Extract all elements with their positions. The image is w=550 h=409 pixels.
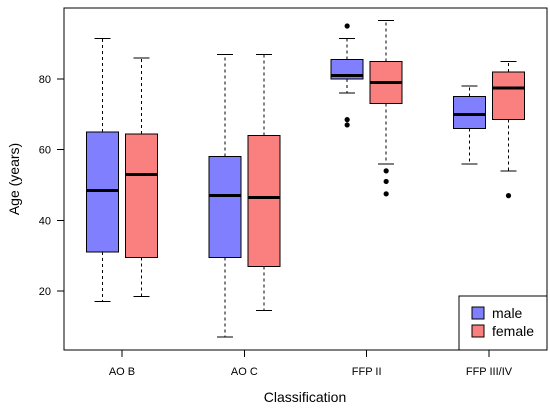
x-tick-label-ao-c: AO C [231,366,258,378]
box-ao-c-female [247,135,281,267]
y-tick-label: 80 [39,74,51,86]
box-ffp-iii-iv-female [492,71,525,121]
box-group [86,20,525,338]
x-tick-label-ao-b: AO B [109,366,135,378]
box-plot-ffp-ii-female [369,20,403,197]
box-plot-ffp-iii-iv-female [492,60,525,199]
legend-label-male: male [492,305,523,321]
x-axis-title: Classification [264,389,346,405]
x-tick-label-ffp-iii-iv: FFP III/IV [466,366,513,378]
box-plot-ffp-ii-male [330,23,364,128]
box-plot-ffp-iii-iv-male [453,85,486,165]
outlier-point-ffp-iii-iv-female [505,193,512,199]
outlier-point-ffp-ii-male [344,23,350,29]
y-axis: 20 40 60 80 [39,74,64,298]
box-plot-ao-b-male [86,37,119,303]
box-ao-b-female [125,133,158,258]
x-tick-label-ffp-ii: FFP II [352,366,382,378]
x-axis: AO B AO C FFP II FFP III/IV [109,350,513,378]
box-plot-ao-b-female [125,57,158,297]
outlier-point-ffp-ii-male [344,117,350,123]
y-tick-label: 20 [39,286,51,298]
outlier-point-ffp-ii-female [383,191,389,197]
box-plot-ao-c-female [247,53,281,311]
box-ffp-iii-iv-male [453,96,486,129]
box-ao-c-male [208,156,242,258]
outlier-point-ffp-ii-male [344,122,350,128]
y-tick-label: 40 [39,215,51,227]
plot-frame [63,7,548,351]
outlier-point-ffp-ii-female [383,178,389,185]
outlier-point-ffp-ii-female [383,168,389,174]
box-ao-b-male [86,131,119,253]
legend-swatch-female [471,324,485,338]
legend-frame [458,295,548,351]
box-plot-ao-c-male [208,53,242,338]
y-tick-label: 60 [39,145,51,157]
legend: male female [458,295,548,351]
legend-label-female: female [492,323,534,339]
legend-swatch-male [471,306,485,320]
y-axis-title: Age (years) [6,143,22,215]
